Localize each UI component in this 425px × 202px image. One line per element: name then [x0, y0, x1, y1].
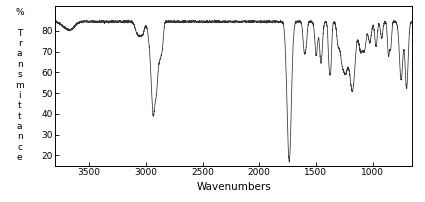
Text: t: t — [18, 101, 21, 110]
Text: e: e — [17, 153, 23, 162]
Text: t: t — [18, 112, 21, 121]
Text: %: % — [15, 8, 24, 17]
Text: a: a — [17, 122, 22, 131]
Text: m: m — [15, 81, 24, 89]
Text: T: T — [17, 29, 22, 38]
Text: i: i — [18, 91, 21, 100]
Text: s: s — [17, 70, 22, 79]
X-axis label: Wavenumbers: Wavenumbers — [196, 182, 271, 191]
Text: r: r — [18, 39, 21, 48]
Text: n: n — [17, 60, 23, 69]
Text: a: a — [17, 49, 22, 58]
Text: c: c — [17, 143, 22, 152]
Text: n: n — [17, 133, 23, 141]
